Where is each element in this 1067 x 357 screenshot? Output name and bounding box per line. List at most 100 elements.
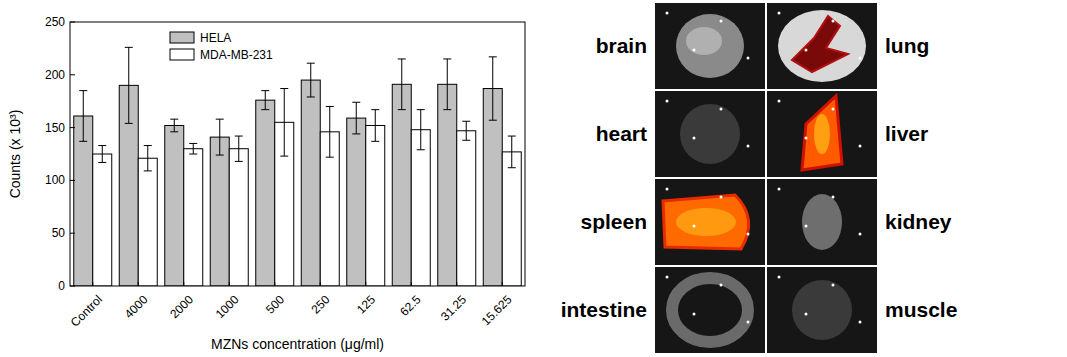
speck <box>778 276 781 279</box>
organ-signal <box>663 195 749 249</box>
organ-signal <box>802 96 842 170</box>
error-cap <box>417 109 425 110</box>
y-tick <box>70 74 75 75</box>
bar <box>347 118 366 286</box>
speck <box>693 137 696 140</box>
y-tick <box>70 180 75 181</box>
x-tick <box>320 282 321 286</box>
legend-swatch <box>170 32 194 43</box>
error-bar <box>462 121 470 140</box>
x-tick <box>229 282 230 286</box>
error-cap <box>235 161 243 162</box>
error-stem <box>356 102 357 134</box>
error-cap <box>189 154 197 155</box>
organ-image <box>655 3 765 89</box>
error-cap <box>462 121 470 122</box>
organ-image <box>767 91 877 177</box>
error-cap <box>443 58 451 59</box>
error-stem <box>375 110 376 142</box>
speck <box>720 284 723 287</box>
x-tick-label: 62.5 <box>397 292 424 319</box>
bar <box>138 158 157 286</box>
organ-label: kidney <box>885 210 952 233</box>
speck <box>747 145 750 148</box>
error-cap <box>489 120 497 121</box>
legend: HELAMDA-MB-231 <box>170 31 273 62</box>
error-bar <box>189 143 197 154</box>
bar <box>184 149 203 286</box>
image-background <box>767 3 877 89</box>
error-cap <box>144 170 152 171</box>
error-stem <box>265 91 266 110</box>
organ-label: lung <box>885 34 929 57</box>
organ-signal-core <box>814 114 830 154</box>
x-axis-title: MZNs concentration (μg/ml) <box>211 336 384 352</box>
x-tick <box>456 282 457 286</box>
bar <box>93 154 112 286</box>
error-cap <box>189 143 197 144</box>
bar <box>256 100 275 286</box>
error-bar <box>489 57 497 120</box>
error-cap <box>125 47 133 48</box>
error-bar <box>144 146 152 171</box>
error-cap <box>508 136 516 137</box>
error-stem <box>420 110 421 150</box>
error-cap <box>462 140 470 141</box>
error-stem <box>401 59 402 110</box>
error-stem <box>284 89 285 157</box>
speck <box>666 12 669 15</box>
plot-frame <box>70 22 525 286</box>
organ-image <box>767 3 877 89</box>
bar <box>438 84 457 286</box>
error-stem <box>219 119 220 155</box>
speck <box>805 49 808 52</box>
x-tick-label: 31.25 <box>438 292 469 323</box>
organ-image <box>655 91 765 177</box>
error-stem <box>174 119 175 132</box>
image-background <box>655 3 765 89</box>
speck <box>747 57 750 60</box>
legend-label: MDA-MB-231 <box>200 48 273 62</box>
figure: 050100150200250Control400020001000500250… <box>0 0 1067 357</box>
speck <box>805 225 808 228</box>
bar <box>229 149 248 286</box>
organ-image <box>655 267 765 353</box>
error-cap <box>280 88 288 89</box>
error-stem <box>238 136 239 161</box>
speck <box>666 188 669 191</box>
error-cap <box>352 133 360 134</box>
error-cap <box>79 90 87 91</box>
error-bar <box>98 146 106 163</box>
y-tick-label: 150 <box>45 121 65 135</box>
organ <box>778 10 866 82</box>
organ <box>680 104 740 164</box>
bar <box>301 80 320 286</box>
speck <box>666 100 669 103</box>
speck <box>778 188 781 191</box>
organ-signal <box>792 16 848 72</box>
x-tick-label: 125 <box>354 292 378 316</box>
organ-label: intestine <box>561 298 647 321</box>
error-bar <box>280 89 288 157</box>
error-cap <box>79 141 87 142</box>
bar <box>165 125 184 286</box>
y-tick-label: 50 <box>52 226 66 240</box>
x-tick-label: 500 <box>263 292 287 316</box>
y-tick-label: 0 <box>58 279 65 293</box>
error-bar <box>417 110 425 150</box>
image-background <box>767 91 877 177</box>
error-cap <box>216 119 224 120</box>
x-tick <box>365 282 366 286</box>
error-bar <box>326 106 334 157</box>
speck <box>747 233 750 236</box>
organ <box>792 280 852 340</box>
organ <box>802 194 842 250</box>
organ-image <box>767 267 877 353</box>
x-tick-label: 15.625 <box>479 292 515 328</box>
error-stem <box>83 91 84 142</box>
x-tick-label: 4000 <box>122 292 151 321</box>
error-stem <box>147 146 148 171</box>
error-stem <box>102 146 103 163</box>
y-tick <box>70 22 75 23</box>
organ-label: liver <box>885 122 928 145</box>
